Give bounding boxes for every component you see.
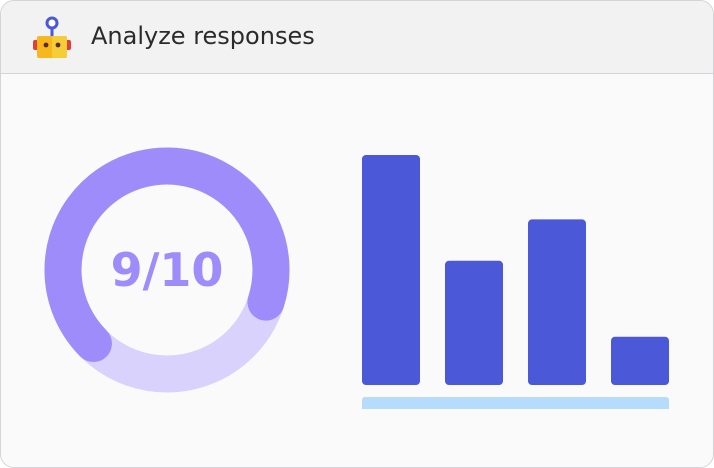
bar-4	[611, 336, 669, 385]
score-text: 9/10	[111, 243, 224, 297]
window-title: Analyze responses	[91, 22, 315, 50]
bar-2	[445, 260, 503, 385]
score-gauge: 9/10	[44, 147, 290, 393]
bar-3	[528, 219, 586, 385]
gauge-fill	[44, 147, 290, 363]
bar-chart	[362, 155, 669, 409]
chart-baseline	[362, 397, 669, 409]
content-area: 9/10	[1, 74, 713, 467]
bar-1	[362, 155, 420, 385]
title-bar: Analyze responses	[1, 1, 713, 74]
robot-icon	[33, 16, 71, 58]
